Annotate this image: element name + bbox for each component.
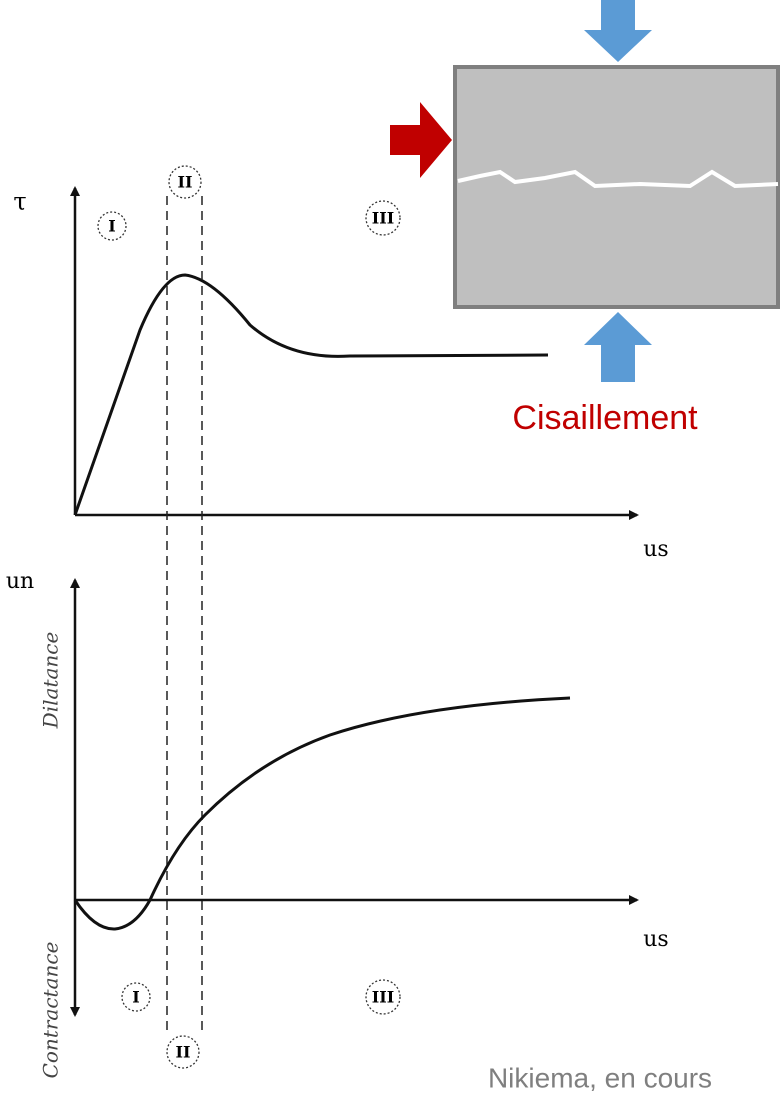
- load-arrow-top: [584, 0, 652, 62]
- x-label: us: [643, 927, 668, 952]
- shear-arrow: [390, 102, 452, 178]
- zone-label: II: [176, 1043, 191, 1062]
- dilatancy-curve: [73, 696, 571, 931]
- zone-label: III: [372, 209, 394, 228]
- zone-label: I: [108, 217, 115, 236]
- zone-label: II: [178, 173, 193, 192]
- upper-label: Dilatance: [39, 632, 63, 730]
- zone-label: III: [372, 988, 394, 1007]
- lower-label: Contractance: [39, 942, 63, 1079]
- y-label: τ: [13, 188, 26, 216]
- caption: Cisaillement: [512, 399, 698, 437]
- load-arrow-bottom: [584, 312, 652, 382]
- x-label: us: [643, 537, 668, 562]
- shear-curve: [73, 273, 549, 516]
- credit: Nikiema, en cours: [488, 1062, 712, 1093]
- y-label: un: [6, 569, 34, 594]
- zone-label: I: [132, 988, 139, 1007]
- crack: [457, 169, 779, 189]
